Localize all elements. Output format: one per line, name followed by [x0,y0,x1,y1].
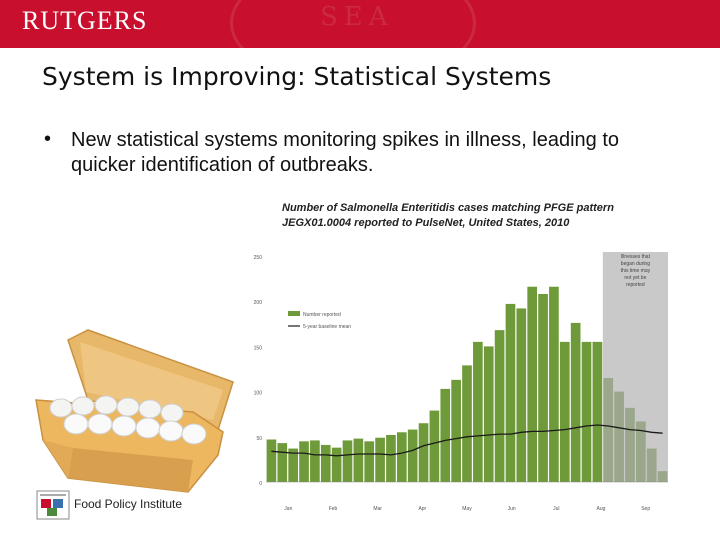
egg-carton-image [35,329,234,493]
bar [549,286,559,482]
bar [625,407,635,482]
bar [418,423,429,482]
bar [386,434,396,482]
bar [636,421,646,482]
legend-label: Number reported [303,312,341,318]
rutgers-logo: RUTGERS [22,6,148,35]
bar [310,440,320,482]
x-tick-label: Mar [373,506,382,512]
bar [462,365,472,482]
header-band: SEA RUTGERS [0,0,720,48]
seal-watermark [230,0,476,48]
bar [646,448,657,482]
bar [657,471,668,482]
chart-title: Number of Salmonella Enteritidis cases m… [282,202,614,229]
x-tick-label: Jul [553,506,559,512]
bar [266,439,277,482]
bar [505,303,516,482]
bar [342,440,353,482]
slide-title: System is Improving: Statistical Systems [42,62,552,91]
y-tick-label: 200 [254,300,263,306]
bar [288,448,298,482]
x-tick-label: May [462,506,472,512]
legend-swatch-number-reported [288,311,300,316]
bar [581,341,592,482]
seal-watermark-text: SEA [320,2,394,32]
y-tick-label: 250 [254,255,263,261]
x-tick-label: Sep [641,506,650,512]
y-tick-label: 150 [254,345,263,351]
bar [559,341,570,482]
bullet-dot-icon: • [44,128,52,150]
footer-text: Food Policy Institute [74,497,183,511]
legend-label: 5-year baseline mean [303,324,351,330]
bar [516,308,527,482]
bar [603,378,614,482]
shade-annotation: Illnesses that began during this time may n… [621,254,651,288]
y-tick-label: 50 [256,436,262,442]
x-tick-label: Aug [597,506,606,512]
bar [277,443,288,482]
x-tick-label: Feb [329,506,338,512]
bar [570,322,581,482]
bar [614,391,624,482]
bar [375,437,385,482]
bar [538,293,548,482]
bar [320,444,331,482]
y-tick-label: 0 [259,481,262,487]
x-tick-label: Apr [418,506,426,512]
bar [429,410,440,482]
bar [364,441,375,482]
bar [440,388,451,482]
y-tick-label: 100 [254,391,263,397]
x-tick-label: Jan [284,506,292,512]
bar [299,441,309,482]
bar [494,330,505,482]
food-policy-logo-icon [36,490,70,520]
epi-curve-chart: 0 50 100 150 200 250 Jan Feb Mar Apr May Jun Jul Aug S… [254,252,668,512]
bar [473,341,483,482]
bar [483,346,494,482]
bar [396,432,407,482]
bar [331,447,342,482]
bar [451,379,461,482]
bar [353,438,364,482]
bullet-text: New statistical systems monitoring spike… [71,129,619,176]
baseline-line [271,424,663,457]
x-tick-label: Jun [508,506,516,512]
reporting-delay-shade [602,252,668,482]
bar [527,286,538,482]
bar [592,341,603,482]
bar [407,429,418,482]
